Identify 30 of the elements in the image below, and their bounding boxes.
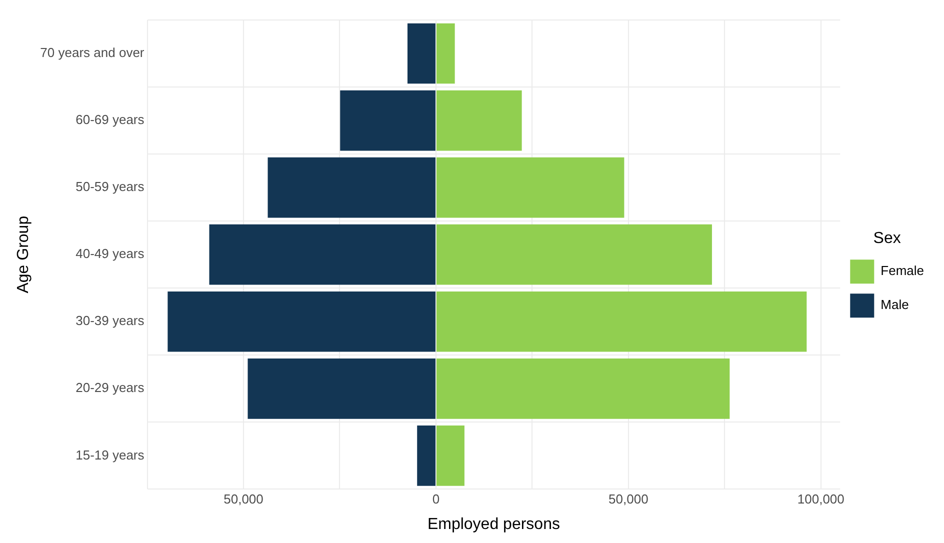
bar [209,224,436,285]
x-tick-label: 50,000 [608,492,648,507]
y-tick-label: 15-19 years [76,447,145,462]
bar [248,358,436,419]
y-tick-label: 60-69 years [76,112,145,128]
y-tick-label: 40-49 years [76,246,145,262]
bar [407,23,436,84]
x-tick-label: 50,000 [224,492,264,507]
bar [436,358,730,419]
bar [168,291,436,352]
y-tick-label: 50-59 years [76,179,145,194]
y-tick-label: 30-39 years [76,313,145,328]
bar [436,224,712,285]
bar [436,90,522,151]
legend-title: Sex [873,230,901,247]
bar [436,291,807,352]
x-tick-label: 0 [432,492,440,507]
bar [436,23,455,84]
y-tick-label: 70 years and over [40,45,145,60]
bar [436,157,624,218]
legend-label: Female [880,263,924,278]
y-axis-title: Age Group [15,216,32,294]
bar [436,426,464,486]
legend-label: Male [880,297,909,312]
x-axis-title: Employed persons [427,516,560,533]
x-tick-label: 100,000 [797,492,844,507]
bar [417,426,436,486]
y-tick-label: 20-29 years [76,380,145,396]
bar [340,90,436,151]
bar [268,157,436,218]
